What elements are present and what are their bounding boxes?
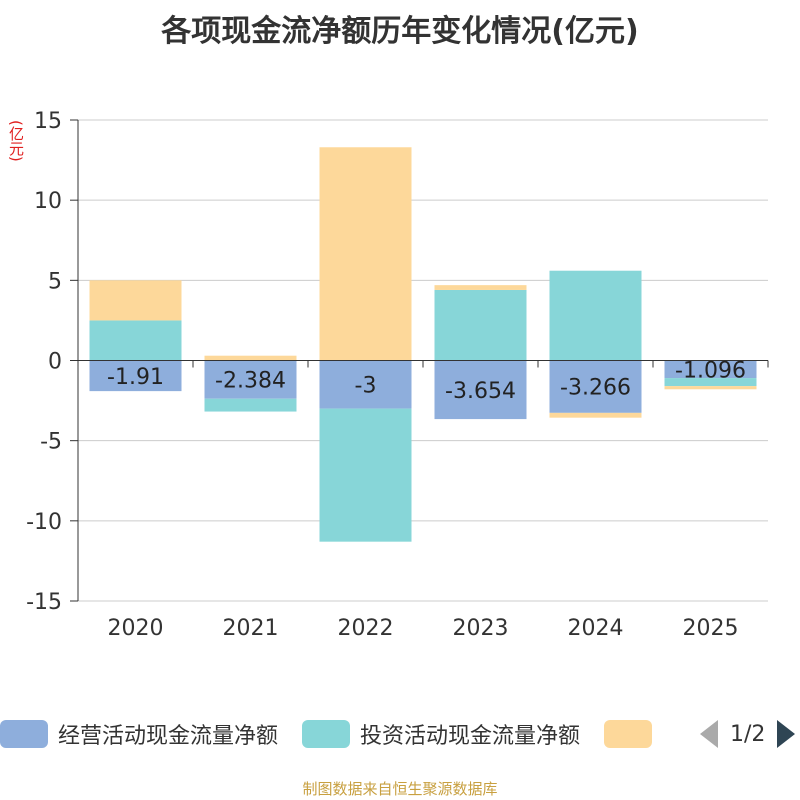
legend-pager: 1/2 (700, 716, 796, 752)
x-tick-label: 2023 (453, 616, 509, 641)
bar-chart: 15 10 5 0 -5 -10 -15 2020 2021 2022 2023 2024 2025 -1… (26, 109, 769, 641)
bar-2024-series-1 (549, 270, 642, 361)
bar-2023-series-2 (434, 285, 527, 290)
y-axis-unit-label: (亿元) (7, 120, 25, 162)
legend-next-page-icon[interactable] (777, 720, 796, 748)
legend: 经营活动现金流量净额 投资活动现金流量净额 1/2 (0, 716, 800, 752)
data-source-note: 制图数据来自恒生聚源数据库 (302, 780, 498, 798)
bar-2022-series-2 (319, 147, 412, 361)
legend-page-indicator: 1/2 (730, 721, 766, 747)
data-label-2022: -3 (355, 374, 377, 399)
x-tick-label: 2024 (568, 616, 624, 641)
y-tick-label: -10 (26, 510, 62, 535)
legend-swatch-operating (0, 720, 48, 748)
data-label-2025: -1.096 (675, 358, 746, 383)
bar-2023-series-1 (434, 289, 527, 361)
bar-2020-series-0 (89, 360, 182, 392)
chart-title: 各项现金流净额历年变化情况(亿元) (161, 14, 639, 49)
y-tick-label: -5 (40, 430, 62, 455)
y-tick-label: 10 (34, 189, 62, 214)
bar-2025-series-1 (664, 378, 757, 387)
bar-2024-series-2 (549, 412, 642, 418)
bar-2021-series-2 (204, 355, 297, 361)
bar-2020-series-1 (89, 320, 182, 361)
bar-2022-series-0 (319, 360, 412, 409)
bar-2023-series-0 (434, 360, 527, 420)
legend-label-investing: 投资活动现金流量净额 (360, 724, 581, 749)
legend-label-operating: 经营活动现金流量净额 (58, 724, 279, 749)
x-tick-label: 2025 (683, 616, 739, 641)
bar-2025-series-2 (664, 386, 757, 390)
bar-2021-series-0 (204, 360, 297, 399)
bar-2021-series-1 (204, 398, 297, 412)
y-tick-label: 5 (48, 269, 62, 294)
legend-swatch-investing (302, 720, 351, 748)
bar-2025-series-0 (664, 360, 757, 379)
legend-item-financing[interactable] (604, 720, 662, 748)
legend-item-operating[interactable]: 经营活动现金流量净额 (0, 718, 278, 750)
bar-2022-series-1 (319, 408, 412, 542)
x-tick-label: 2020 (108, 616, 164, 641)
bar-2024-series-0 (549, 360, 642, 413)
x-tick-label: 2022 (338, 616, 394, 641)
data-label-2020: -1.91 (107, 365, 164, 390)
legend-item-investing[interactable]: 投资活动现金流量净额 (302, 718, 580, 750)
y-tick-label: -15 (26, 590, 62, 615)
legend-swatch-financing (604, 720, 653, 748)
legend-prev-page-icon[interactable] (700, 720, 718, 748)
data-label-2024: -3.266 (560, 376, 631, 401)
y-tick-label: 15 (34, 109, 62, 134)
data-label-2021: -2.384 (215, 369, 286, 394)
y-tick-label: 0 (48, 350, 62, 375)
data-label-2023: -3.654 (445, 379, 516, 404)
x-tick-label: 2021 (223, 616, 279, 641)
bar-2020-series-2 (89, 280, 182, 321)
